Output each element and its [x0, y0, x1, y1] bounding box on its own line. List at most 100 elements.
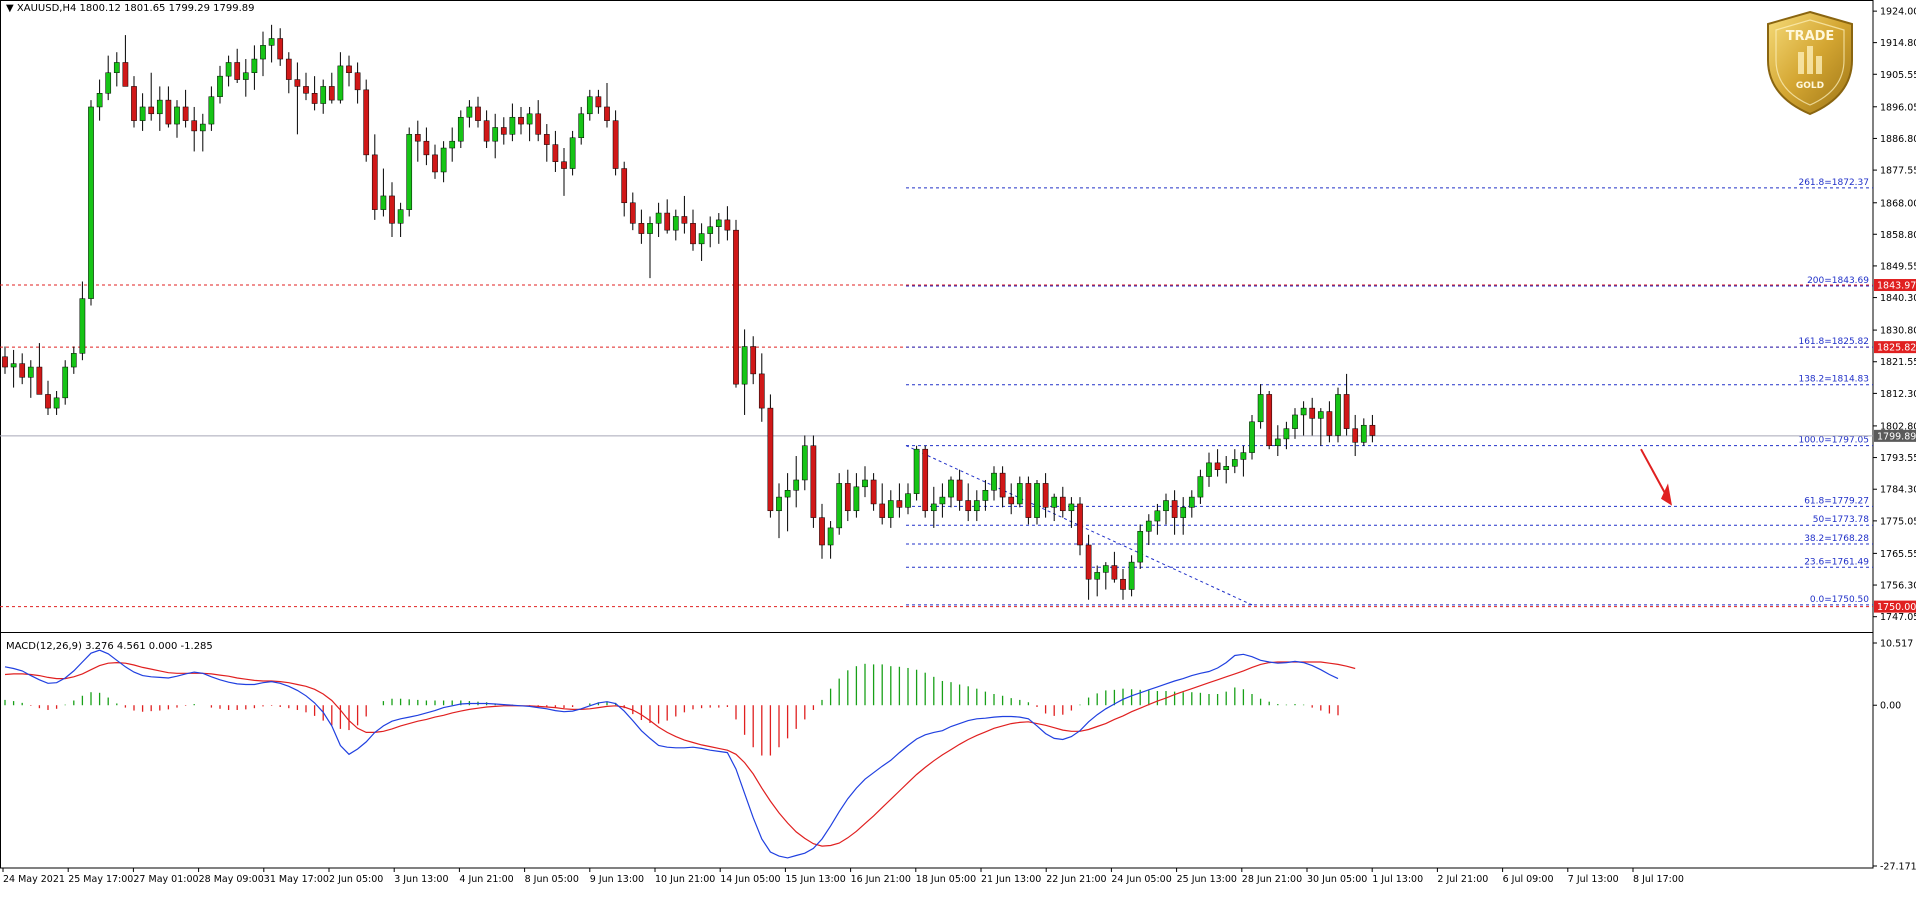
- fib-label: 38.2=1768.28: [1804, 534, 1869, 544]
- fib-label: 100.0=1797.05: [1798, 436, 1869, 446]
- time-tick-label: 2 Jun 05:00: [329, 874, 383, 885]
- fib-label: 161.8=1825.82: [1798, 337, 1869, 347]
- bull-candle: [105, 72, 112, 94]
- time-tick-label: 3 Jun 13:00: [394, 874, 448, 885]
- time-tick-label: 16 Jun 21:00: [851, 874, 911, 885]
- time-tick-label: 28 May 09:00: [199, 874, 264, 885]
- svg-text:GOLD: GOLD: [1796, 81, 1824, 91]
- bull-candle: [174, 106, 180, 125]
- price-tick-label: 1840.30: [1880, 293, 1916, 304]
- time-tick-label: 24 May 2021: [3, 874, 65, 885]
- bear-candle: [500, 127, 507, 135]
- price-tick-label: 1877.55: [1880, 166, 1916, 177]
- bear-candle: [535, 113, 542, 135]
- bull-candle: [492, 127, 499, 142]
- level-price-badge: [1874, 600, 1916, 613]
- bull-candle: [578, 113, 585, 139]
- bear-candle: [844, 483, 851, 512]
- fib-label: 50=1773.78: [1813, 515, 1869, 525]
- bull-candle: [225, 62, 232, 77]
- fib-label: 261.8=1872.37: [1798, 178, 1869, 188]
- bear-candle: [1309, 407, 1316, 419]
- bull-candle: [569, 137, 576, 169]
- price-tick-label: 1793.55: [1880, 453, 1916, 464]
- bear-candle: [191, 120, 198, 132]
- level-price-badge: [1874, 279, 1916, 292]
- time-tick-label: 9 Jun 13:00: [590, 874, 644, 885]
- bull-candle: [1240, 452, 1247, 460]
- bull-candle: [853, 486, 860, 512]
- trade-gold-logo: TRADE GOLD: [1760, 8, 1860, 118]
- bear-candle: [285, 58, 292, 80]
- bull-candle: [741, 346, 748, 385]
- bull-candle: [380, 195, 387, 210]
- bull-candle: [1292, 414, 1298, 429]
- price-tick-label: 1765.55: [1880, 549, 1916, 560]
- bull-candle: [862, 479, 868, 488]
- bull-candle: [827, 527, 834, 546]
- bear-candle: [819, 517, 825, 546]
- bull-candle: [208, 96, 215, 125]
- bull-candle: [440, 147, 447, 173]
- bull-candle: [1137, 531, 1144, 563]
- bear-candle: [999, 472, 1006, 498]
- fib-label: 200=1843.69: [1807, 276, 1869, 286]
- bear-candle: [681, 216, 688, 224]
- bear-candle: [45, 394, 51, 409]
- bear-candle: [1085, 544, 1092, 580]
- bull-candle: [251, 58, 258, 73]
- bull-candle: [948, 479, 954, 498]
- bear-candle: [552, 144, 559, 162]
- bear-candle: [629, 202, 636, 224]
- bear-candle: [311, 93, 318, 104]
- bull-candle: [10, 363, 17, 368]
- levels-layer: 1843.97 1825.82 1750.00 261.8=1872.37 200=18…: [0, 178, 1916, 613]
- bull-candle: [1274, 438, 1281, 447]
- bull-candle: [526, 113, 533, 125]
- bear-candle: [758, 373, 765, 409]
- bear-candle: [131, 86, 137, 121]
- bull-candle: [1188, 496, 1195, 508]
- bull-candle: [991, 472, 997, 491]
- bear-candle: [1008, 496, 1015, 505]
- macd-main-line: [4, 649, 1339, 859]
- candles-layer: [2, 24, 1376, 600]
- macd-tick-label: 0.00: [1880, 701, 1901, 712]
- bull-candle: [1128, 561, 1135, 590]
- bear-candle: [612, 120, 619, 169]
- price-tick-label: 1849.55: [1880, 261, 1916, 272]
- forecast-arrow-head: [1661, 483, 1672, 506]
- bear-candle: [1352, 428, 1359, 443]
- level-price-label: 1750.00: [1877, 602, 1916, 613]
- bull-candle: [1223, 466, 1230, 470]
- bull-candle: [457, 116, 464, 142]
- bull-candle: [973, 500, 980, 512]
- chart-header: ▼ XAUUSD,H4 1800.12 1801.65 1799.29 1799…: [6, 3, 254, 14]
- bear-candle: [363, 89, 370, 156]
- bull-candle: [1163, 500, 1169, 512]
- bear-candle: [922, 448, 929, 512]
- current-price-label: 1799.89: [1877, 431, 1916, 442]
- bear-candle: [965, 500, 972, 512]
- bull-candle: [88, 106, 94, 299]
- current-price-badge: [1874, 429, 1916, 442]
- bull-candle: [801, 445, 808, 481]
- bear-candle: [604, 106, 610, 121]
- price-tick-label: 1868.00: [1880, 198, 1916, 209]
- bear-candle: [896, 500, 903, 508]
- bear-candle: [518, 116, 524, 125]
- bull-candle: [1257, 394, 1264, 423]
- bull-candle: [242, 72, 249, 80]
- bull-candle: [1051, 496, 1058, 508]
- bull-candle: [1154, 510, 1161, 522]
- bull-candle: [939, 496, 946, 505]
- bull-candle: [509, 116, 516, 135]
- price-tick-label: 1905.55: [1880, 70, 1916, 81]
- price-tick-label: 1896.05: [1880, 102, 1916, 113]
- level-price-label: 1825.82: [1877, 343, 1916, 354]
- bull-candle: [715, 219, 722, 227]
- collapse-triangle-icon[interactable]: ▼: [6, 3, 14, 14]
- bull-candle: [930, 503, 937, 512]
- price-tick-label: 1756.30: [1880, 581, 1916, 592]
